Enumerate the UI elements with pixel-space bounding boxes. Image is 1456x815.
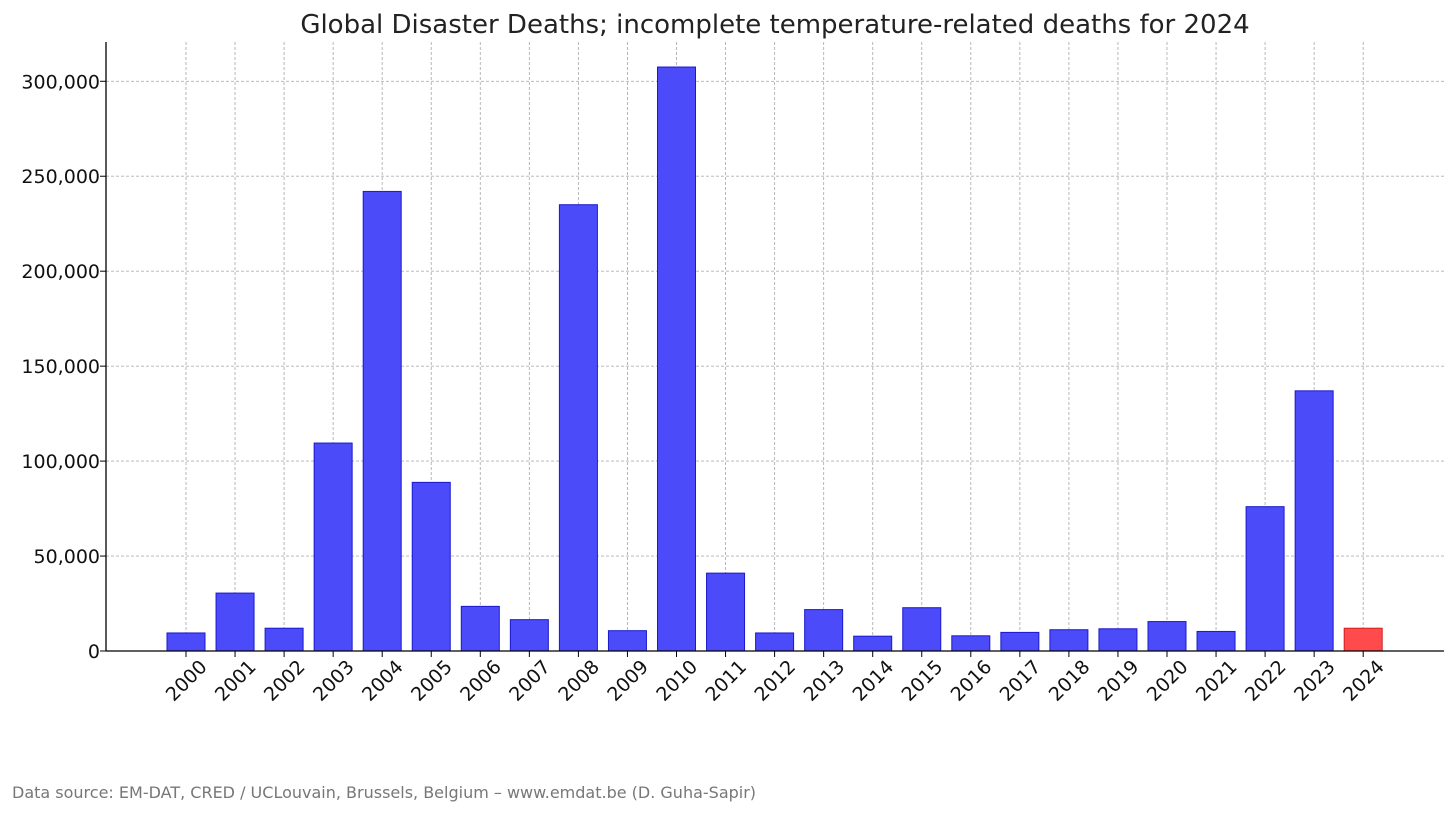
bar-2020 xyxy=(1147,621,1187,652)
x-tick-label: 2017 xyxy=(996,656,1046,706)
bar-2024 xyxy=(1343,627,1383,652)
x-tick-label: 2022 xyxy=(1241,656,1291,706)
bar-2008 xyxy=(558,204,598,652)
y-tick-label: 250,000 xyxy=(21,166,100,188)
x-tick-label: 2008 xyxy=(554,656,604,706)
bar-2002 xyxy=(264,627,304,652)
bar-2018 xyxy=(1049,629,1089,652)
x-tick-label: 2020 xyxy=(1143,656,1193,706)
bar-2003 xyxy=(313,442,353,652)
bar-2011 xyxy=(706,572,746,652)
y-tick-label: 150,000 xyxy=(21,356,100,378)
bar-2014 xyxy=(853,635,893,652)
x-tick-label: 2011 xyxy=(701,656,751,706)
bar-2000 xyxy=(166,632,206,652)
y-tick-label: 0 xyxy=(88,641,100,663)
bar-2004 xyxy=(362,190,402,652)
bar-2013 xyxy=(804,609,844,652)
x-tick-label: 2009 xyxy=(603,656,653,706)
x-tick-label: 2010 xyxy=(652,656,702,706)
bar-2022 xyxy=(1245,506,1285,652)
y-tick-label: 50,000 xyxy=(34,546,100,568)
y-tick-labels: 0 50,000 100,000 150,000 200,000 250,000 300,0… xyxy=(21,71,106,663)
bar-2005 xyxy=(411,481,451,652)
x-tick-label: 2002 xyxy=(260,656,310,706)
x-tick-label: 2021 xyxy=(1192,656,1242,706)
bar-2019 xyxy=(1098,628,1138,652)
x-tick-label: 2006 xyxy=(456,656,506,706)
x-tick-label: 2013 xyxy=(799,656,849,706)
y-tick-label: 200,000 xyxy=(21,261,100,283)
bar-2006 xyxy=(460,605,500,652)
data-source-note: Data source: EM-DAT, CRED / UCLouvain, B… xyxy=(12,783,757,802)
bar-2023 xyxy=(1294,390,1334,652)
x-tick-label: 2018 xyxy=(1045,656,1095,706)
x-tick-label: 2012 xyxy=(750,656,800,706)
x-tick-labels: 2000 2001 2002 2003 2004 2005 2006 2007 2008 2009… xyxy=(162,651,1389,706)
x-tick-label: 2019 xyxy=(1094,656,1144,706)
bar-2017 xyxy=(1000,631,1040,652)
bar-2015 xyxy=(902,607,942,652)
x-tick-label: 2005 xyxy=(407,656,457,706)
bar-2001 xyxy=(215,592,255,652)
grid-lines xyxy=(106,42,1444,651)
x-tick-label: 2007 xyxy=(505,656,555,706)
x-tick-label: 2004 xyxy=(358,656,408,706)
y-tick-label: 300,000 xyxy=(21,71,100,93)
bar-2016 xyxy=(951,635,991,652)
bar-2007 xyxy=(509,619,549,652)
x-tick-label: 2015 xyxy=(898,656,948,706)
x-tick-label: 2001 xyxy=(211,656,261,706)
x-tick-label: 2003 xyxy=(309,656,359,706)
bars xyxy=(166,66,1383,652)
x-tick-label: 2024 xyxy=(1339,656,1389,706)
chart-title: Global Disaster Deaths; incomplete tempe… xyxy=(300,10,1249,40)
x-tick-label: 2016 xyxy=(947,656,997,706)
bar-2012 xyxy=(755,632,795,652)
y-tick-label: 100,000 xyxy=(21,451,100,473)
bar-2021 xyxy=(1196,630,1236,652)
x-tick-label: 2000 xyxy=(162,656,212,706)
bar-2009 xyxy=(607,630,647,652)
x-tick-label: 2023 xyxy=(1290,656,1340,706)
bar-2010 xyxy=(657,66,696,652)
x-tick-label: 2014 xyxy=(848,656,898,706)
